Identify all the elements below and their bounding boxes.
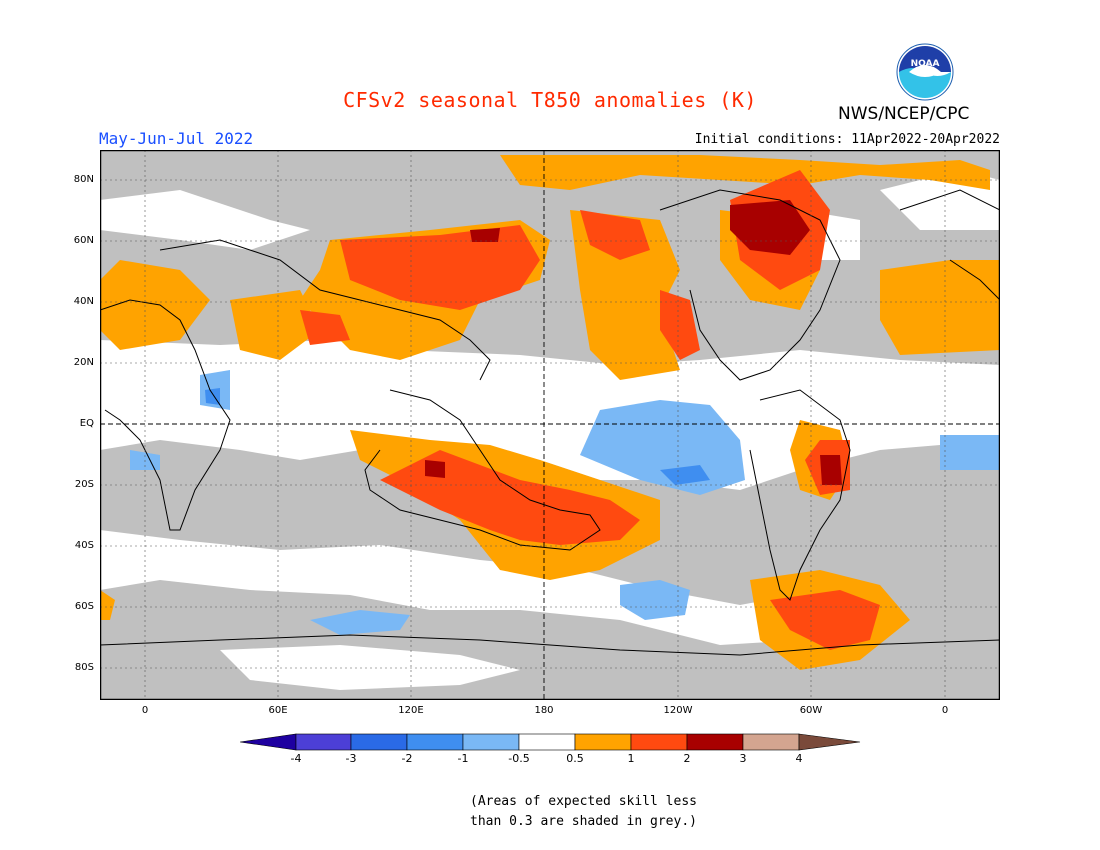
colorbar-segment bbox=[742, 733, 800, 751]
colorbar-segment bbox=[630, 733, 688, 751]
colorbar-segment bbox=[686, 733, 744, 751]
lat-label: 60S bbox=[74, 601, 94, 612]
colorbar-label: -4 bbox=[290, 752, 302, 765]
noaa-logo-text: NOAA bbox=[911, 59, 940, 69]
footnote-line: than 0.3 are shaded in grey.) bbox=[470, 814, 697, 829]
colorbar-label: -3 bbox=[345, 752, 357, 765]
graticule bbox=[100, 150, 1000, 700]
colorbar-label: 4 bbox=[795, 752, 803, 765]
colorbar-segment bbox=[462, 733, 520, 751]
lon-label: 0 bbox=[141, 705, 149, 716]
colorbar-label: 3 bbox=[739, 752, 747, 765]
lat-label: 20S bbox=[74, 479, 94, 490]
colorbar-segment bbox=[574, 733, 632, 751]
lat-label: 40S bbox=[74, 540, 94, 551]
lon-label: 0 bbox=[941, 705, 949, 716]
map-title: CFSv2 seasonal T850 anomalies (K) bbox=[343, 88, 757, 112]
coastlines bbox=[100, 189, 1000, 656]
colorbar-segment bbox=[350, 733, 408, 751]
period-label: May-Jun-Jul 2022 bbox=[99, 129, 254, 148]
colorbar-label: -0.5 bbox=[508, 752, 530, 765]
colorbar bbox=[240, 733, 861, 751]
colorbar-label: -2 bbox=[401, 752, 413, 765]
anomaly-map bbox=[100, 150, 1000, 700]
colorbar-segment bbox=[295, 733, 352, 751]
anomaly-neg1-neg2-regions bbox=[205, 388, 710, 485]
colorbar-arrow-left bbox=[240, 733, 297, 751]
colorbar-segment bbox=[518, 733, 576, 751]
colorbar-arrow-right bbox=[798, 733, 861, 751]
lon-label: 120E bbox=[398, 705, 424, 716]
agency-label: NWS/NCEP/CPC bbox=[838, 104, 970, 124]
skill-footnote: (Areas of expected skill less than 0.3 a… bbox=[470, 792, 730, 832]
noaa-logo: NOAA bbox=[896, 43, 954, 101]
lon-label: 60W bbox=[799, 705, 823, 716]
lon-label: 60E bbox=[268, 705, 288, 716]
lat-label: 40N bbox=[73, 296, 94, 307]
footnote-line: (Areas of expected skill less bbox=[470, 794, 697, 809]
colorbar-label: 1 bbox=[627, 752, 635, 765]
colorbar-label: 0.5 bbox=[566, 752, 584, 765]
colorbar-segment bbox=[406, 733, 464, 751]
lon-label: 120W bbox=[663, 705, 693, 716]
lat-label: 80S bbox=[74, 662, 94, 673]
lat-label: 60N bbox=[73, 235, 94, 246]
map-frame bbox=[100, 150, 1000, 700]
lon-label: 180 bbox=[534, 705, 554, 716]
colorbar-label: -1 bbox=[457, 752, 469, 765]
lat-label: EQ bbox=[79, 418, 94, 429]
initial-conditions-label: Initial conditions: 11Apr2022-20Apr2022 bbox=[694, 132, 1000, 147]
equator-and-dateline bbox=[100, 150, 1000, 700]
colorbar-label: 2 bbox=[683, 752, 691, 765]
lat-label: 80N bbox=[73, 174, 94, 185]
lat-label: 20N bbox=[73, 357, 94, 368]
